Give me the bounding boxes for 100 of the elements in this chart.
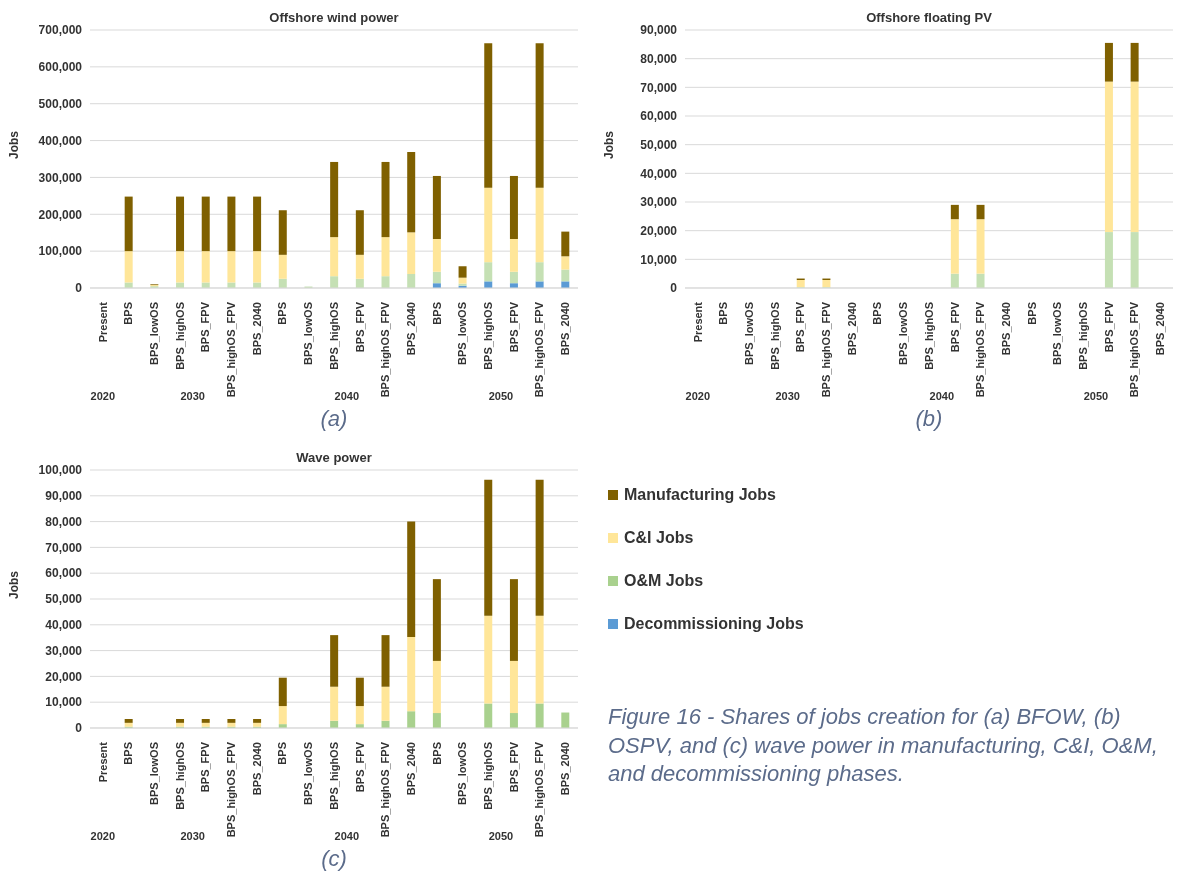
text: 2040 [333, 830, 361, 842]
y-tick-label: 50,000 [640, 137, 678, 152]
y-tick-label: 100,000 [38, 244, 83, 259]
x-tick-label: BPS_highOS_FPV [820, 301, 833, 398]
x-tick-label: BPS_highOS_FPV [533, 741, 546, 838]
x-tick-label: BPS_lowOS [743, 302, 756, 365]
x-tick-label: BPS_highOS_FPV [225, 741, 238, 838]
y-tick-label: 100,000 [38, 463, 83, 478]
x-tick-label: BPS_2040 [404, 302, 417, 356]
x-tick-label: BPS_highOS [1076, 302, 1089, 370]
y-tick-label: 40,000 [640, 166, 678, 181]
x-tick-label: BPS_2040 [1154, 302, 1167, 356]
text: 2020 [89, 390, 117, 402]
x-tick-label: Present [691, 301, 704, 343]
y-tick-label: 0 [670, 281, 678, 296]
text: (c) [320, 846, 348, 872]
x-tick-label: BPS_FPV [1102, 301, 1115, 353]
y-tick-label: 20,000 [45, 669, 83, 684]
y-tick-label: 90,000 [45, 489, 83, 504]
y-axis-title: Jobs [602, 130, 617, 159]
x-tick-label: BPS_FPV [199, 741, 212, 793]
x-tick-label: BPS_highOS_FPV [379, 301, 392, 398]
x-tick-label: Present [96, 741, 109, 783]
y-tick-label: 0 [75, 721, 83, 736]
y-axis-title: Jobs [7, 570, 22, 599]
text: 2050 [487, 390, 515, 402]
y-tick-label: 10,000 [45, 695, 83, 710]
y-tick-label: 70,000 [45, 540, 83, 555]
x-tick-label: BPS_highOS [327, 742, 340, 810]
x-tick-label: BPS_lowOS [456, 302, 469, 365]
text: 2050 [1082, 390, 1110, 402]
x-tick-label: BPS_2040 [999, 302, 1012, 356]
y-tick-label: 10,000 [640, 252, 678, 267]
y-tick-label: 20,000 [640, 223, 678, 238]
caption: Figure 16 - Shares of jobs creation for (a) BFOW, (b) OSPV, and (c) wave power in manufacturing, C&I, O&M, and decommissioning phases. [608, 703, 1159, 789]
x-tick-label: BPS_highOS [768, 302, 781, 370]
x-tick-label: BPS [122, 742, 135, 765]
y-tick-label: 0 [75, 281, 83, 296]
text: 2030 [179, 830, 206, 842]
text: 2020 [684, 390, 712, 402]
x-tick-label: BPS_2040 [250, 302, 263, 356]
x-tick-label: BPS_2040 [559, 302, 572, 356]
text: (a) [319, 406, 349, 432]
y-tick-label: 60,000 [45, 566, 83, 581]
x-tick-label: BPS_lowOS [1051, 302, 1064, 365]
text: 2050 [487, 830, 515, 842]
x-tick-label: BPS_2040 [250, 742, 263, 796]
x-tick-label: BPS [276, 302, 289, 325]
x-tick-label: BPS_2040 [845, 302, 858, 356]
y-tick-label: 30,000 [45, 643, 83, 658]
y-tick-label: 30,000 [640, 195, 678, 210]
y-tick-label: 400,000 [38, 133, 83, 148]
x-tick-label: Present [96, 301, 109, 343]
y-tick-label: 40,000 [45, 618, 83, 633]
x-tick-label: BPS_2040 [559, 742, 572, 796]
y-tick-label: 50,000 [45, 592, 83, 607]
text: 2020 [89, 830, 117, 842]
x-tick-label: BPS_lowOS [456, 742, 469, 805]
x-tick-label: BPS_FPV [507, 301, 520, 353]
x-tick-label: BPS_lowOS [302, 302, 315, 365]
y-tick-label: 500,000 [38, 96, 83, 111]
x-tick-label: BPS [717, 302, 730, 325]
y-tick-label: 300,000 [38, 170, 83, 185]
y-tick-label: 60,000 [640, 109, 678, 124]
legend-label: Decommissioning Jobs [623, 613, 804, 634]
x-tick-label: BPS [430, 302, 443, 325]
y-axis-title: Jobs [7, 130, 22, 159]
x-tick-label: BPS [1025, 302, 1038, 325]
text: 2040 [333, 390, 361, 402]
x-tick-label: BPS_highOS [173, 302, 186, 370]
x-tick-label: BPS_lowOS [148, 302, 161, 365]
y-tick-label: 90,000 [640, 23, 678, 38]
x-tick-label: BPS_lowOS [897, 302, 910, 365]
legend-label: C&I Jobs [623, 527, 695, 548]
x-tick-label: BPS_FPV [507, 741, 520, 793]
x-tick-label: BPS_highOS [922, 302, 935, 370]
x-tick-label: BPS_highOS_FPV [974, 301, 987, 398]
y-tick-label: 600,000 [38, 60, 83, 75]
y-tick-label: 80,000 [640, 51, 678, 66]
x-tick-label: BPS_FPV [794, 301, 807, 353]
x-tick-label: BPS_2040 [404, 742, 417, 796]
x-tick-label: BPS_lowOS [302, 742, 315, 805]
x-tick-label: BPS_highOS_FPV [225, 301, 238, 398]
y-tick-label: 700,000 [38, 23, 83, 38]
x-tick-label: BPS_FPV [353, 301, 366, 353]
x-tick-label: BPS [871, 302, 884, 325]
x-tick-label: BPS_highOS [327, 302, 340, 370]
x-tick-label: BPS_highOS [481, 302, 494, 370]
y-tick-label: 70,000 [640, 80, 678, 95]
x-tick-label: BPS_lowOS [148, 742, 161, 805]
chart-title: Offshore floating PV [865, 10, 993, 25]
x-tick-label: BPS_highOS [173, 742, 186, 810]
legend-label: O&M Jobs [623, 570, 705, 591]
x-tick-label: BPS [276, 742, 289, 765]
text: 2040 [928, 390, 956, 402]
x-tick-label: BPS_FPV [353, 741, 366, 793]
x-tick-label: BPS_FPV [948, 301, 961, 353]
text: 2030 [179, 390, 206, 402]
text: 2030 [774, 390, 801, 402]
legend-label: Manufacturing Jobs [623, 484, 777, 505]
